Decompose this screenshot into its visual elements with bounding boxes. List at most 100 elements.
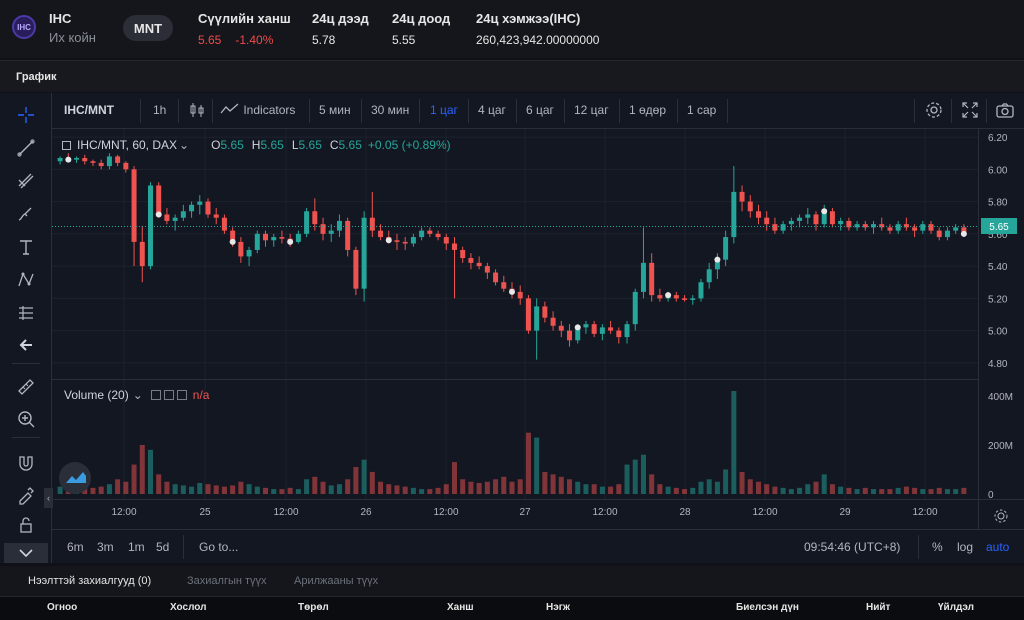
volume-bar <box>928 489 934 494</box>
candle-body <box>197 201 203 205</box>
time-axis-settings-icon[interactable] <box>994 509 1008 523</box>
chart-toolbar: IHC/MNT 1h Indicators 5 мин 30 мин 1 цаг… <box>52 93 1024 129</box>
currency-selector[interactable]: MNT <box>123 15 173 41</box>
candle-body <box>139 241 145 267</box>
candle-body <box>599 327 605 334</box>
collapse-legend-icon[interactable] <box>62 141 71 150</box>
volume-bar <box>320 481 326 494</box>
volume-bar <box>657 484 663 494</box>
volume-bar <box>345 479 351 494</box>
range-3m[interactable]: 3m <box>97 540 114 554</box>
trend-line-icon[interactable] <box>14 136 38 160</box>
trade-marker <box>714 256 721 263</box>
settings-icon[interactable] <box>163 390 174 400</box>
candle-body <box>221 217 227 231</box>
volume-bar <box>90 487 96 494</box>
range-1m[interactable]: 1m <box>128 540 145 554</box>
timeframe-1mo[interactable]: 1 сар <box>687 103 717 117</box>
tab-trade-history[interactable]: Арилжааны түүх <box>294 575 379 587</box>
toolbar-divider <box>468 99 469 123</box>
timeframe-1d[interactable]: 1 өдөр <box>629 103 667 117</box>
timeframe-6h[interactable]: 6 цаг <box>526 103 554 117</box>
time-tick-label: 29 <box>839 507 851 518</box>
tab-open-orders[interactable]: Нээлттэй захиалгууд (0) <box>28 575 152 587</box>
camera-icon[interactable] <box>995 101 1015 122</box>
percent-toggle[interactable]: % <box>932 540 943 554</box>
range-5d[interactable]: 5d <box>156 540 170 554</box>
volume-bar <box>665 486 671 494</box>
symbol-search-button[interactable]: IHC/MNT <box>64 103 114 117</box>
eye-icon[interactable] <box>150 390 161 400</box>
volume-bar <box>98 486 104 494</box>
candle-body <box>213 214 219 218</box>
chart-bottom-toolbar: 6m 3m 1m 5d Go to... 09:54:46 (UTC+8) % … <box>52 529 1024 563</box>
candle-body <box>723 237 729 260</box>
volume-bar <box>336 484 342 494</box>
candle-body <box>271 237 277 241</box>
candle-body <box>936 230 942 238</box>
pattern-tool-icon[interactable] <box>14 268 38 292</box>
timeframe-5m[interactable]: 5 мин <box>319 103 351 117</box>
stat-label: Сүүлийн ханш <box>198 11 291 26</box>
ruler-icon[interactable] <box>14 375 38 399</box>
magnet-icon[interactable] <box>14 451 38 475</box>
stat-label: 24ц доод <box>392 11 451 26</box>
volume-bar <box>558 476 564 494</box>
candle-style-icon[interactable] <box>189 101 205 122</box>
settings-gear-icon[interactable] <box>925 101 943 122</box>
trade-marker <box>385 237 392 244</box>
volume-legend-chevron-icon[interactable]: ⌄ <box>132 388 143 402</box>
price-chart[interactable]: 6.20 6.00 5.80 5.60 5.40 5.20 5.00 4.80 400M 200… <box>52 129 1024 529</box>
volume-bar <box>961 487 967 494</box>
volume-tick-label: 400M <box>988 392 1013 403</box>
fib-tool-icon[interactable] <box>14 169 38 193</box>
close-icon[interactable] <box>176 390 187 400</box>
candle-body <box>180 211 186 218</box>
time-tick-label: 26 <box>360 507 372 518</box>
candle-body <box>369 217 375 231</box>
expand-tools-button[interactable] <box>4 543 48 563</box>
time-tick-label: 12:00 <box>111 507 136 518</box>
tab-order-history[interactable]: Захиалгын түүх <box>187 575 267 587</box>
collapse-sidebar-icon[interactable]: ‹ <box>44 488 53 508</box>
timeframe-30m[interactable]: 30 мин <box>371 103 410 117</box>
fullscreen-icon[interactable] <box>961 101 979 122</box>
legend-chevron-icon[interactable]: ⌄ <box>179 138 190 152</box>
crosshair-icon[interactable] <box>14 103 38 127</box>
volume-bar <box>509 481 515 494</box>
timeframe-4h[interactable]: 4 цаг <box>478 103 506 117</box>
timeframe-1h[interactable]: 1 цаг <box>430 103 458 117</box>
range-6m[interactable]: 6m <box>67 540 84 554</box>
draw-lock-icon[interactable] <box>14 483 38 507</box>
price-axis: 6.20 6.00 5.80 5.60 5.40 5.20 5.00 4.80 <box>988 133 1008 370</box>
candle-body <box>640 262 646 292</box>
tool-divider <box>12 437 40 438</box>
volume-bar <box>714 481 720 494</box>
candle-body <box>632 291 638 325</box>
volume-bar <box>550 474 556 494</box>
back-arrow-icon[interactable] <box>14 333 38 357</box>
log-toggle[interactable]: log <box>957 540 974 554</box>
interval-button[interactable]: 1h <box>153 103 167 117</box>
volume-bar <box>534 437 540 494</box>
candle-body <box>805 214 811 218</box>
tradingview-logo-icon[interactable] <box>59 462 91 494</box>
prediction-tool-icon[interactable] <box>14 301 38 325</box>
auto-toggle[interactable]: auto <box>986 540 1010 554</box>
candle-body <box>920 224 926 231</box>
goto-button[interactable]: Go to... <box>199 540 239 554</box>
legend-c-label: C <box>329 138 339 152</box>
toolbar-divider <box>516 99 517 123</box>
timeframe-12h[interactable]: 12 цаг <box>574 103 609 117</box>
text-tool-icon[interactable] <box>14 235 38 259</box>
volume-bar <box>624 464 630 494</box>
volume-bar <box>821 474 827 494</box>
zoom-in-icon[interactable] <box>14 407 38 431</box>
time-tick-label: 12:00 <box>433 507 458 518</box>
lock-icon[interactable] <box>14 513 38 537</box>
volume-bar <box>723 469 729 494</box>
indicators-button[interactable]: Indicators <box>220 103 295 117</box>
indicators-label: Indicators <box>243 103 296 117</box>
volume-bar <box>443 484 449 494</box>
brush-icon[interactable] <box>14 202 38 226</box>
